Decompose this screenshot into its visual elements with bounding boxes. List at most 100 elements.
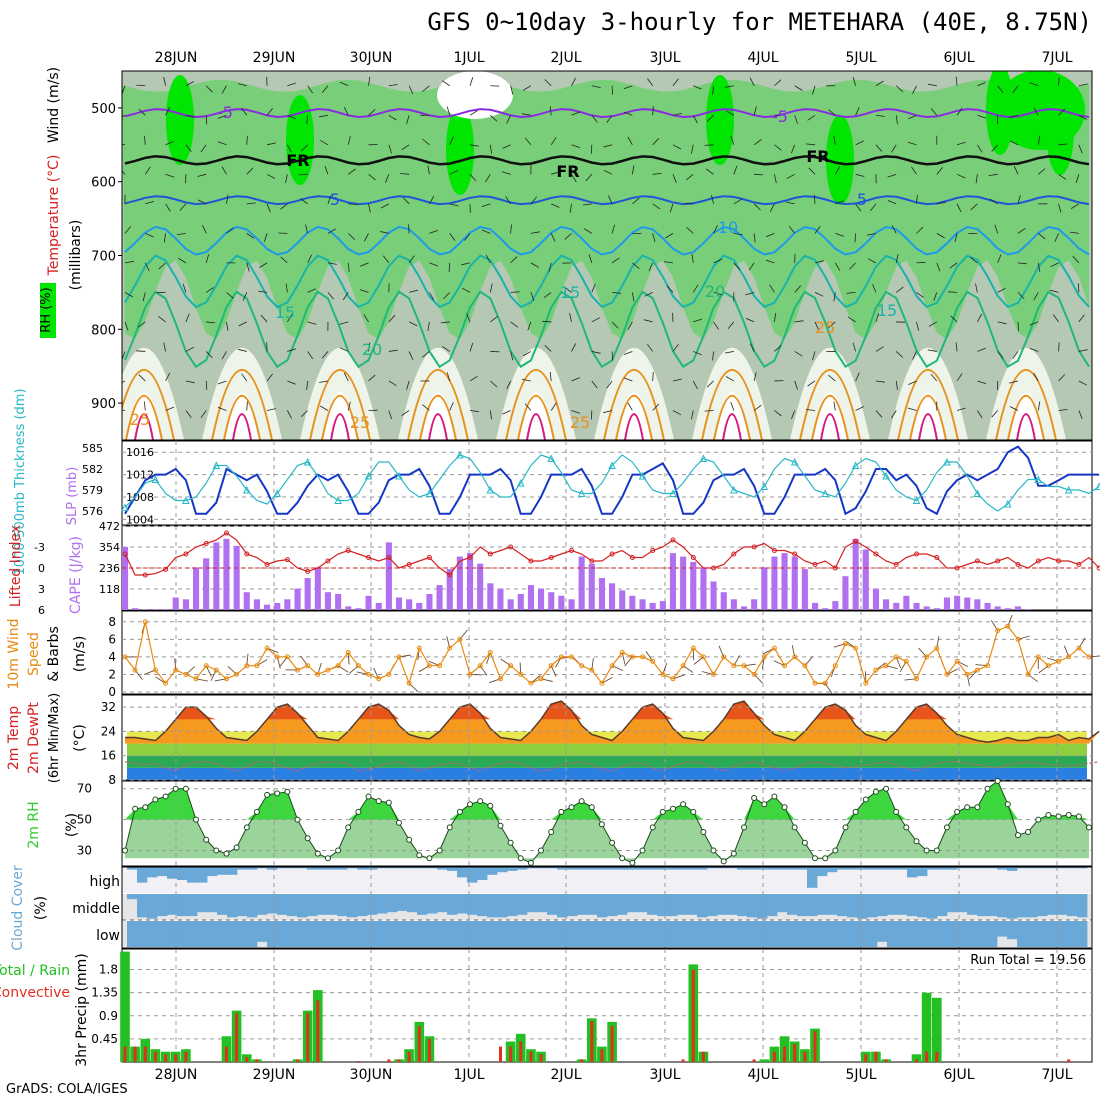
wind-speed-marker (234, 671, 240, 677)
wind-barb (691, 253, 694, 263)
wind-barb (469, 375, 478, 382)
y-tick-label: 30 (77, 844, 92, 858)
rh-marker (203, 836, 210, 843)
wind-barb (977, 114, 987, 119)
precip-convective-bar (184, 1051, 188, 1062)
wind-barb (725, 376, 735, 382)
wind-barb (663, 261, 674, 264)
wind-barb (137, 321, 146, 328)
cape-bar (426, 594, 433, 610)
thickness-marker (730, 485, 738, 494)
wind-barb (339, 347, 349, 352)
thickness-marker (547, 454, 555, 462)
wind-speed-marker (305, 663, 311, 669)
rh-marker (710, 847, 717, 854)
wind-barb (165, 203, 171, 212)
rh-marker (933, 847, 940, 854)
cloud-cell (277, 921, 288, 947)
wind-barb (774, 345, 782, 352)
run-total-annotation: Run Total = 19.56 (970, 953, 1086, 968)
rh-marker (284, 788, 291, 795)
footer-credit: GrADS: COLA/IGES (6, 1082, 128, 1097)
cape-bar (324, 592, 331, 610)
wind-barb (603, 410, 613, 414)
cape-bar (274, 602, 281, 610)
cape-bar (730, 599, 737, 610)
cloud-cell (1007, 894, 1018, 919)
wind-barb (485, 174, 491, 183)
wind-barb (287, 348, 297, 352)
rh-marker (416, 852, 423, 859)
wind-barb (1033, 373, 1039, 382)
wind-barb (806, 409, 816, 411)
wind-barb (319, 380, 329, 383)
lifted-index-marker (629, 555, 635, 560)
wind-barb (774, 174, 777, 184)
wind-barb (652, 233, 656, 243)
wind-barb (1058, 342, 1060, 352)
wind-barb (571, 343, 577, 352)
precip-convective-bar (397, 1059, 401, 1062)
cloud-cell (1027, 921, 1038, 947)
cloud-cell (207, 921, 218, 947)
wind-barb (666, 285, 674, 293)
lifted-index-marker (873, 551, 879, 557)
rh-marker (761, 801, 768, 808)
thickness-marker (212, 461, 221, 469)
isotherm-label: 25 (350, 413, 370, 432)
wind-barb (606, 115, 613, 123)
wind-speed-marker (690, 645, 696, 651)
cloud-cell (577, 867, 588, 870)
cape-bar (801, 569, 808, 610)
y-tick-label-left: 3 (38, 583, 45, 596)
cape-bar (446, 569, 453, 610)
wind-speed-marker (1025, 671, 1031, 677)
cape-bar (213, 542, 220, 610)
wind-barb (300, 198, 308, 205)
y-tick-label-left: 0 (38, 562, 45, 575)
wind-barb (319, 139, 329, 146)
wind-speed-marker (416, 645, 422, 651)
cape-bar (375, 602, 382, 610)
cloud-cell (557, 921, 568, 947)
wind-barb (401, 410, 410, 416)
wind-barb (287, 82, 297, 87)
wind-barb (489, 144, 492, 154)
cloud-cell (177, 921, 188, 947)
rh-area-moist (125, 781, 1089, 820)
precip-convective-bar (935, 1051, 939, 1062)
cloud-cell (357, 894, 368, 917)
cloud-cell (727, 921, 738, 947)
cloud-cell (487, 921, 498, 947)
wind-barb (306, 115, 309, 125)
wind-barb (669, 203, 674, 213)
wind-barb (530, 262, 539, 268)
rh-marker (324, 855, 331, 862)
cloud-cell (437, 894, 448, 913)
wind-speed-marker (1035, 654, 1041, 660)
wind-barb (327, 262, 337, 265)
wind-barb (124, 292, 133, 298)
rh-marker (690, 808, 697, 815)
wind-barb (672, 174, 677, 183)
y-axis-label: 2m RH (26, 801, 42, 848)
rh-marker (700, 829, 707, 835)
precip-convective-bar (225, 1046, 228, 1062)
precip-convective-bar (864, 1054, 868, 1062)
wind-barb (753, 106, 757, 116)
y-tick-label-right: 118 (99, 583, 120, 596)
cloud-cell (517, 921, 528, 947)
wind-barb (429, 229, 439, 234)
wind-barb (692, 284, 699, 293)
cloud-cell (297, 921, 308, 947)
wind-barb (158, 316, 166, 323)
rh-marker (1035, 816, 1042, 823)
x-label-top: 7JUL (1041, 50, 1072, 66)
wind-speed-marker (437, 663, 443, 669)
wind-barb (464, 233, 471, 241)
wind-barb (221, 85, 227, 94)
x-label-bottom: 30JUN (350, 1067, 393, 1083)
upper-air-layer (122, 71, 1092, 440)
precip-convective-bar (519, 1041, 523, 1062)
y-tick-label-left: 576 (82, 505, 103, 518)
